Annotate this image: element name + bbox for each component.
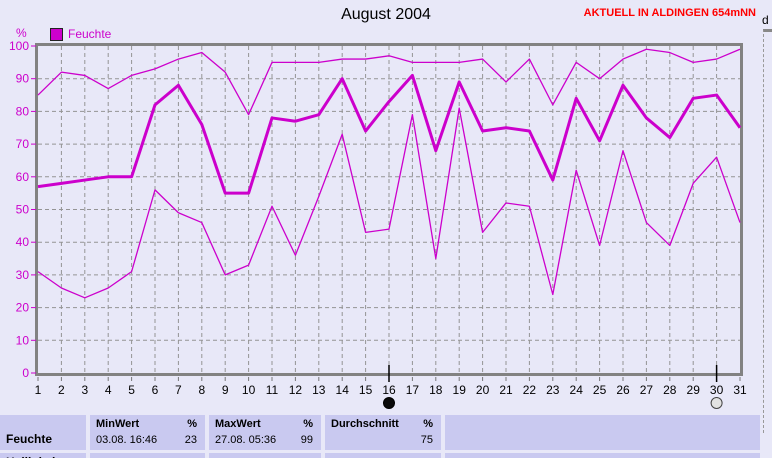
x-tick-label: 28 bbox=[663, 383, 677, 397]
maxwert-header: MaxWert bbox=[215, 418, 261, 430]
durchschnitt-header: Durchschnitt bbox=[331, 418, 399, 430]
x-tick-label: 22 bbox=[523, 383, 537, 397]
x-tick-label: 1 bbox=[35, 383, 42, 397]
legend-label: Feuchte bbox=[68, 27, 112, 41]
y-tick-label: 0 bbox=[22, 366, 29, 380]
y-tick-label: 10 bbox=[16, 333, 30, 347]
table-gap bbox=[441, 415, 445, 450]
y-tick-label: 40 bbox=[16, 235, 30, 249]
x-tick-label: 11 bbox=[266, 383, 279, 397]
y-tick-label: 100 bbox=[9, 39, 29, 53]
right-panel-unit-label: d bbox=[762, 13, 769, 27]
series-line-middle bbox=[37, 73, 742, 195]
x-tick-label: 12 bbox=[289, 383, 303, 397]
y-tick-label: 70 bbox=[16, 137, 30, 151]
maxwert-unit: % bbox=[303, 418, 313, 430]
table-cell-durchschnitt: Durchschnitt % 75 bbox=[325, 415, 441, 450]
table-gap bbox=[321, 415, 325, 450]
series-line-upper bbox=[37, 48, 741, 116]
x-tick-label: 2 bbox=[58, 383, 65, 397]
full-moon-icon bbox=[710, 397, 723, 409]
x-tick-label: 21 bbox=[499, 383, 513, 397]
x-tick-label: 9 bbox=[222, 383, 229, 397]
x-tick-label: 5 bbox=[128, 383, 135, 397]
table-cell-empty bbox=[445, 415, 760, 450]
x-tick-label: 31 bbox=[733, 383, 747, 397]
table-gap bbox=[205, 453, 209, 458]
x-tick-label: 3 bbox=[81, 383, 88, 397]
y-tick-label: 80 bbox=[16, 104, 30, 118]
y-tick-label: 50 bbox=[16, 203, 30, 217]
x-tick-label: 14 bbox=[336, 383, 350, 397]
x-tick-label: 17 bbox=[406, 383, 420, 397]
x-tick-label: 26 bbox=[616, 383, 630, 397]
x-tick-label: 15 bbox=[359, 383, 373, 397]
table-cell bbox=[90, 453, 205, 458]
x-tick-label: 7 bbox=[175, 383, 182, 397]
y-tick-label: 20 bbox=[16, 301, 30, 315]
new-moon-icon bbox=[383, 397, 395, 409]
x-tick-label: 8 bbox=[198, 383, 205, 397]
table-row-label: Helligkeit bbox=[0, 453, 86, 458]
x-tick-label: 18 bbox=[429, 383, 443, 397]
x-tick-label: 6 bbox=[152, 383, 159, 397]
x-tick-label: 29 bbox=[687, 383, 701, 397]
y-tick-label: 30 bbox=[16, 268, 30, 282]
table-cell-minwert: MinWert % 03.08. 16:46 23 bbox=[90, 415, 205, 450]
x-tick-label: 16 bbox=[382, 383, 396, 397]
table-cell bbox=[209, 453, 321, 458]
x-tick-label: 24 bbox=[570, 383, 584, 397]
table-cell bbox=[445, 453, 760, 458]
table-gap bbox=[86, 415, 90, 450]
x-tick-label: 25 bbox=[593, 383, 607, 397]
table-gap bbox=[86, 453, 90, 458]
x-tick-label: 19 bbox=[453, 383, 467, 397]
series-line-lower bbox=[37, 107, 741, 299]
x-tick-label: 27 bbox=[640, 383, 654, 397]
status-text: AKTUELL IN ALDINGEN 654mNN bbox=[583, 7, 756, 19]
y-tick-label: 60 bbox=[16, 170, 30, 184]
table-gap bbox=[441, 453, 445, 458]
table-cell-maxwert: MaxWert % 27.08. 05:36 99 bbox=[209, 415, 321, 450]
minwert-timestamp: 03.08. 16:46 bbox=[96, 434, 158, 446]
table-cell bbox=[325, 453, 441, 458]
x-tick-label: 10 bbox=[242, 383, 256, 397]
table-gap bbox=[321, 453, 325, 458]
x-tick-label: 13 bbox=[312, 383, 326, 397]
x-tick-label: 23 bbox=[546, 383, 560, 397]
minwert-unit: % bbox=[187, 418, 197, 430]
maxwert-timestamp: 27.08. 05:36 bbox=[215, 434, 277, 446]
page-title: August 2004 bbox=[341, 6, 431, 23]
maxwert-value: 99 bbox=[300, 434, 313, 446]
y-axis-unit-label: % bbox=[16, 26, 27, 40]
adjacent-panel-sliver bbox=[763, 29, 772, 433]
legend: Feuchte bbox=[50, 27, 111, 41]
x-tick-label: 20 bbox=[476, 383, 490, 397]
y-tick-label: 90 bbox=[16, 72, 30, 86]
durchschnitt-unit: % bbox=[423, 418, 433, 430]
legend-swatch-icon bbox=[50, 27, 63, 41]
x-tick-label: 30 bbox=[710, 383, 724, 397]
minwert-header: MinWert bbox=[96, 418, 140, 430]
summary-table-row-next: Helligkeit bbox=[0, 453, 760, 458]
summary-table-row-feuchte: Feuchte MinWert % 03.08. 16:46 23 MaxWer… bbox=[0, 415, 760, 450]
durchschnitt-value: 75 bbox=[420, 434, 433, 446]
x-tick-label: 4 bbox=[105, 383, 112, 397]
table-gap bbox=[205, 415, 209, 450]
minwert-value: 23 bbox=[184, 434, 197, 446]
table-row-label: Feuchte bbox=[0, 415, 86, 450]
